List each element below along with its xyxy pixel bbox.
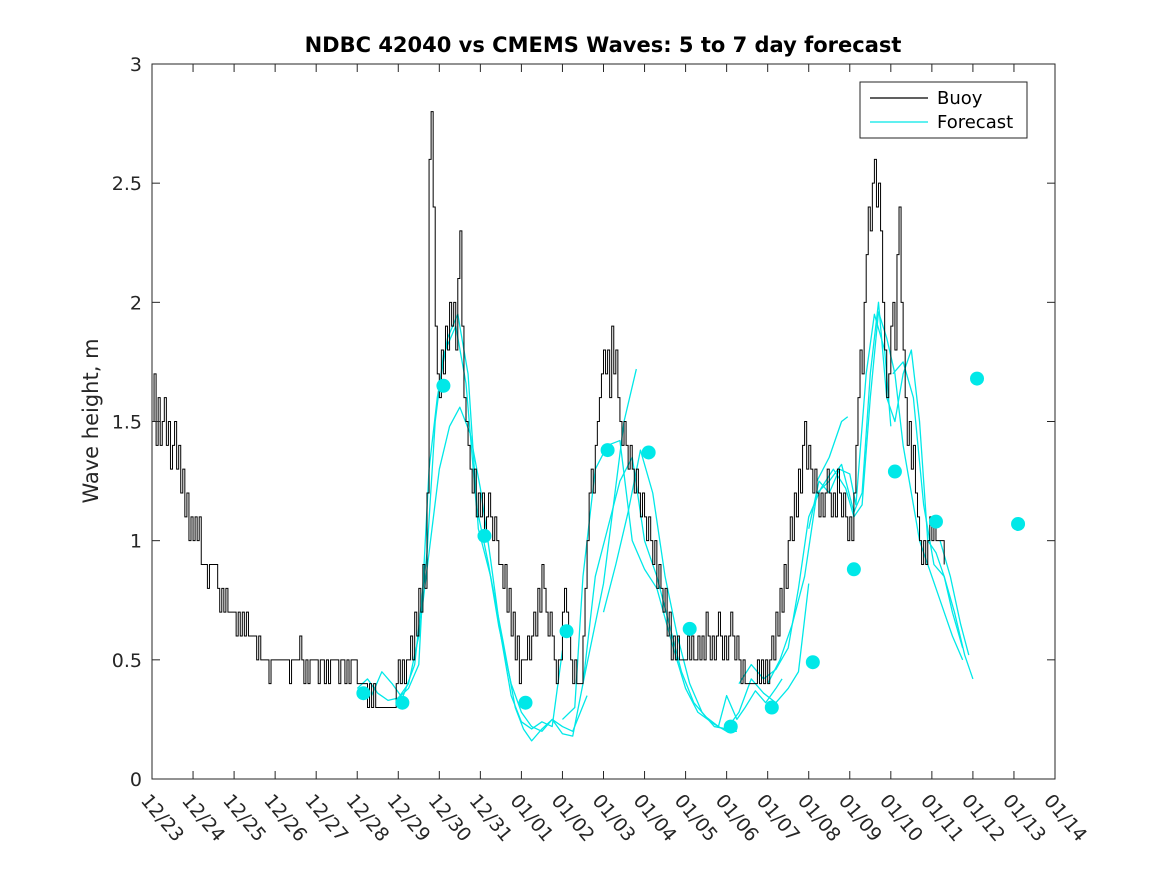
forecast-marker [970,371,985,386]
forecast-marker [928,514,943,529]
x-tick-label: 01/12 [957,790,1009,846]
forecast-line-run-11 [892,361,974,680]
buoy-line [152,111,945,708]
x-tick-label: 01/14 [1039,790,1091,846]
forecast-marker [887,464,902,479]
x-tick-label: 12/26 [259,790,311,846]
forecast-marker [641,445,656,460]
y-ticks: 0 0.5 1 1.5 2 2.5 3 [112,54,1055,791]
x-tick-label: 12/28 [341,790,393,846]
forecast-line-run-6 [602,449,810,730]
forecast-marker [723,719,738,734]
series-layer [152,111,974,742]
x-tick-label: 01/10 [875,790,927,846]
x-tick-label: 12/31 [465,790,517,846]
forecast-line-run-10 [816,416,849,482]
x-tick-label: 01/09 [834,790,886,846]
x-tick-label: 01/07 [752,790,804,846]
forecast-marker [518,695,533,710]
chart-title: NDBC 42040 vs CMEMS Waves: 5 to 7 day fo… [305,33,902,57]
marker-layer [356,371,1026,734]
y-tick-label: 2.5 [112,173,142,195]
legend-box [859,81,1028,139]
x-tick-label: 01/06 [711,790,763,846]
forecast-line-run-9 [808,313,892,529]
forecast-marker [846,562,861,577]
x-tick-label: 12/23 [136,790,188,846]
forecast-marker [1011,516,1026,531]
x-tick-label: 01/13 [998,790,1050,846]
forecast-marker [477,528,492,543]
y-axis-label: Wave height, m [79,338,103,503]
forecast-marker [805,655,820,670]
forecast-marker [764,700,779,715]
x-tick-label: 01/08 [793,790,845,846]
y-tick-label: 1 [130,531,142,553]
y-tick-label: 1.5 [112,412,142,434]
y-tick-label: 0.5 [112,650,142,672]
x-tick-label: 12/29 [382,790,434,846]
x-tick-label: 12/25 [218,790,270,846]
x-tick-label: 01/05 [670,790,722,846]
forecast-line-run-5 [582,456,783,728]
forecast-line-run-12 [939,540,970,656]
forecast-marker [559,624,574,639]
plot-area: 00.511.522.53 12/2312/2412/2512/2612/271… [112,54,1091,846]
legend-label-forecast: Forecast [937,112,1013,133]
x-tick-label: 12/24 [177,790,229,846]
y-tick-label: 0 [130,769,142,791]
y-tick-label: 3 [130,54,142,76]
forecast-line-run-3 [397,313,637,742]
y-tick-label: 2 [130,292,142,314]
forecast-line-run-1 [356,406,564,730]
legend: Buoy Forecast [859,81,1028,139]
forecast-marker [395,695,410,710]
x-tick-label: 01/02 [547,790,599,846]
x-tick-label: 12/30 [423,790,475,846]
x-tick-label: 01/11 [916,790,968,846]
forecast-marker [682,621,697,636]
x-tick-label: 01/03 [588,790,640,846]
x-tick-label: 01/01 [506,790,558,846]
forecast-marker [600,443,615,458]
forecast-marker [356,686,371,701]
forecast-marker [436,378,451,393]
forecast-line-run-7 [738,311,964,685]
x-tick-label: 12/27 [300,790,352,846]
legend-label-buoy: Buoy [937,88,983,109]
forecast-line-run-8 [767,301,964,684]
x-tick-label: 01/04 [629,790,681,846]
